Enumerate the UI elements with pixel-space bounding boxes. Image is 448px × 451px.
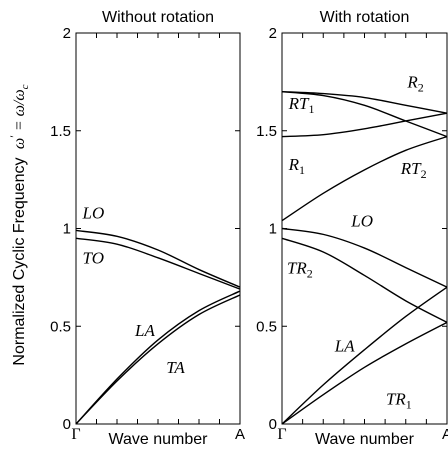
curve-label-base: TA <box>166 358 185 377</box>
curve-label: LA <box>134 321 155 340</box>
y-tick-label: 0 <box>269 416 277 433</box>
y-axis-label-omega: ω <box>11 138 28 149</box>
curve-label-subscript: 1 <box>299 163 305 177</box>
x-tick-label-a: A <box>235 426 245 443</box>
curve-label-base: LA <box>334 337 355 356</box>
curve-label-subscript: 1 <box>406 397 412 411</box>
curve-label: R2 <box>406 73 423 95</box>
y-axis-label-subscript: c <box>19 84 31 89</box>
series-line-r1 <box>281 112 448 138</box>
curve-label: TO <box>83 249 104 268</box>
series-line-to <box>75 237 241 290</box>
y-axis-label-prime: ′ <box>7 135 21 138</box>
curve-label: TA <box>166 358 185 377</box>
curve-label: LA <box>334 337 355 356</box>
series-line-tr2 <box>281 237 448 323</box>
curve-label-base: TO <box>83 249 104 268</box>
y-axis-label-equation: = ω/ω <box>11 89 28 135</box>
curve-label-base: RT <box>288 94 310 113</box>
curve-label-subscript: 2 <box>307 266 313 280</box>
chart-title: With rotation <box>320 9 410 26</box>
y-axis-label-words: Normalized Cyclic Frequency <box>11 158 28 366</box>
plot-frame <box>75 32 241 425</box>
curve-label-subscript: 2 <box>418 81 424 95</box>
curve-label-subscript: 1 <box>308 102 314 116</box>
series-line-la <box>281 286 448 425</box>
curve-label-base: TR <box>287 258 307 277</box>
curve-label: RT1 <box>288 94 315 116</box>
series-line-lo <box>75 229 241 288</box>
curve-label-base: RT <box>400 159 422 178</box>
curve-label: TR2 <box>287 258 313 280</box>
y-tick-label: 1.5 <box>256 123 277 140</box>
x-tick-label-a: A <box>442 426 448 443</box>
curve-label-base: TR <box>386 389 406 408</box>
curve-label: R1 <box>288 155 305 177</box>
y-tick-label: 0.5 <box>50 318 71 335</box>
chart-title: Without rotation <box>102 9 214 26</box>
x-axis-label: Wave number <box>109 431 209 448</box>
y-axis-label: Normalized Cyclic Frequency ω′ = ω/ωc <box>7 84 31 365</box>
curve-label-base: R <box>288 155 300 174</box>
y-tick-label: 1.5 <box>50 123 71 140</box>
series-line-rt1 <box>281 90 448 138</box>
curve-label-subscript: 2 <box>421 167 427 181</box>
y-tick-label: 2 <box>63 25 71 42</box>
curve-label-base: LA <box>134 321 155 340</box>
curve-label: RT2 <box>400 159 427 181</box>
series-line-la <box>75 290 241 425</box>
y-tick-label: 2 <box>269 25 277 42</box>
y-tick-label: 1 <box>269 221 277 238</box>
curve-label: LO <box>82 204 105 223</box>
curve-label: TR1 <box>386 389 412 411</box>
panel-without-rotation: Without rotation 0 0.5 1 1.5 2 Γ A Wave number LO… <box>50 9 245 448</box>
x-tick-label-gamma: Γ <box>71 426 80 443</box>
curve-label-base: LO <box>82 204 105 223</box>
curve-label-base: R <box>406 73 418 92</box>
series-line-lo <box>281 227 448 288</box>
series-line-tr1 <box>281 321 448 425</box>
curve-label-base: LO <box>350 212 373 231</box>
y-axis-label-text: Normalized Cyclic Frequency ω′ = ω/ωc <box>7 84 31 365</box>
y-tick-label: 1 <box>63 221 71 238</box>
series-line-r2 <box>281 90 448 114</box>
y-tick-label: 0 <box>63 416 71 433</box>
series-line-rt2 <box>281 135 448 222</box>
series-line-ta <box>75 294 241 425</box>
x-axis-label: Wave number <box>315 431 415 448</box>
curve-label: LO <box>350 212 373 231</box>
x-tick-label-gamma: Γ <box>277 426 286 443</box>
y-tick-label: 0.5 <box>256 318 277 335</box>
